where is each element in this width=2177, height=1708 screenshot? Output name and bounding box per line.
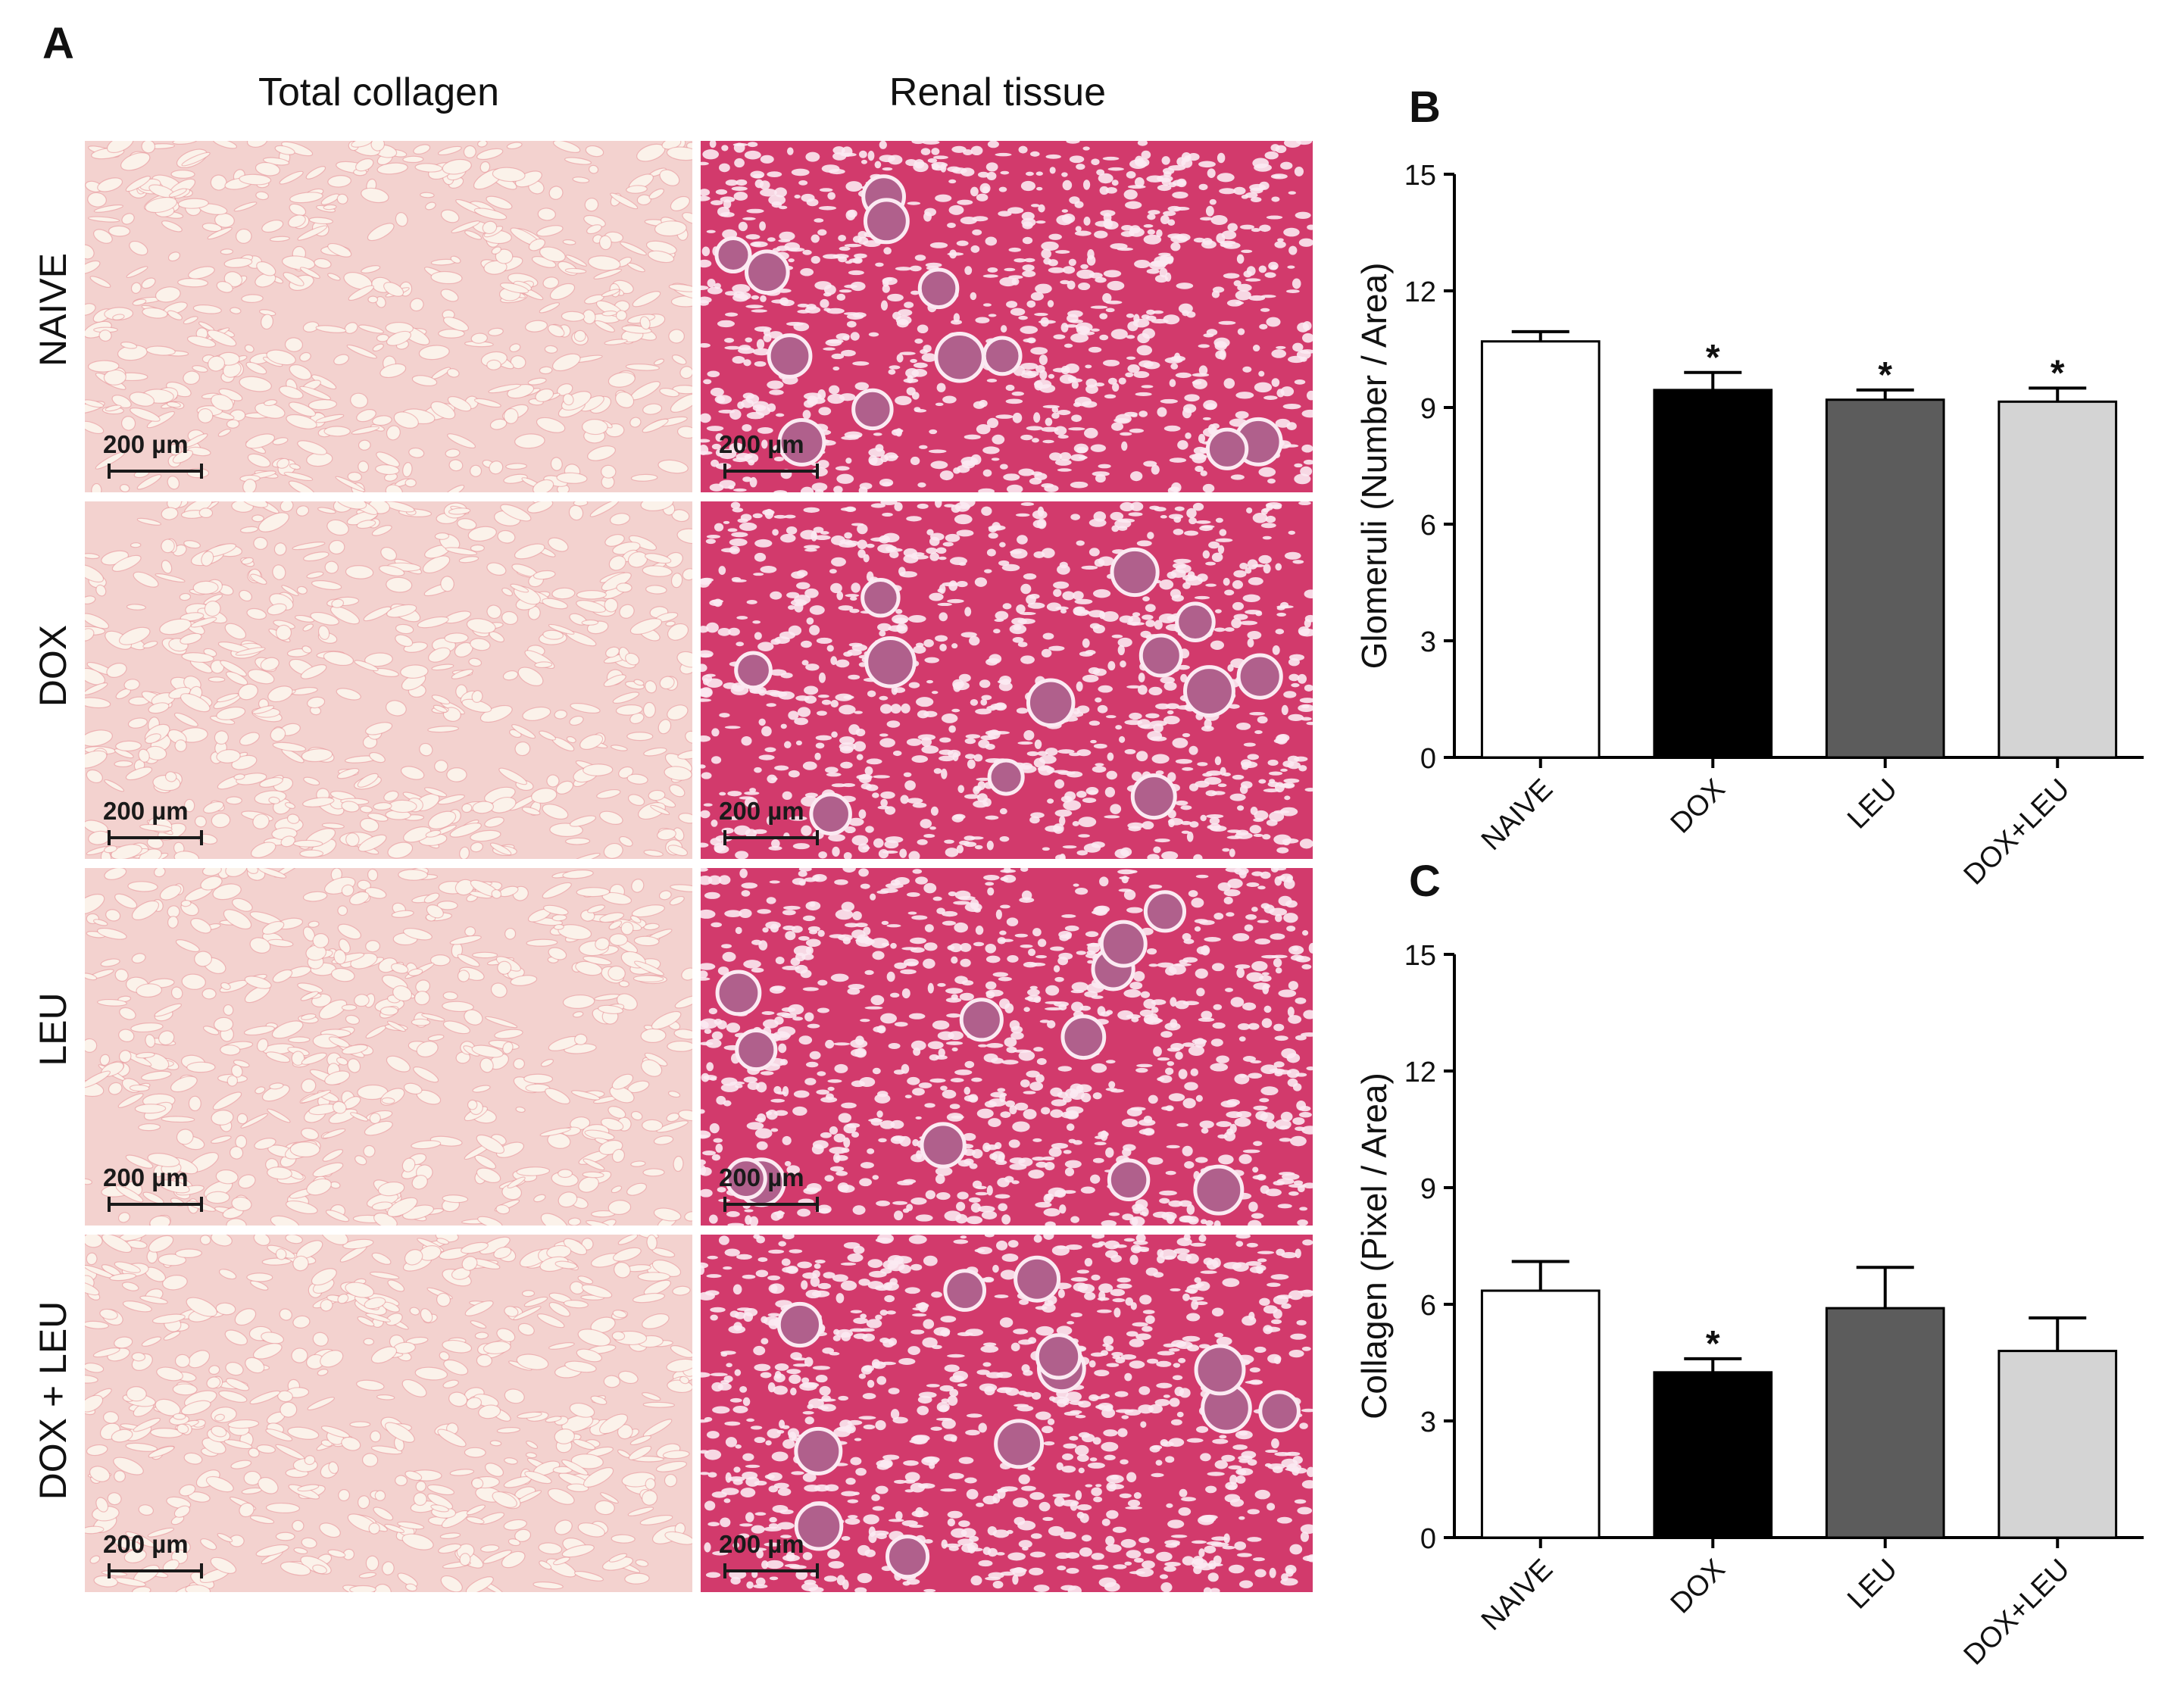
scale-bar-label: 200 µm (719, 1163, 804, 1191)
row-label-dox: DOX (32, 624, 74, 707)
row-label-leu: LEU (32, 992, 74, 1066)
chart-b-x-tick-label: DOX (1665, 773, 1732, 840)
scale-bar-label: 200 µm (103, 1163, 189, 1191)
chart-c-bar-dox-leu (1997, 1350, 2118, 1539)
micrograph-renal-dox: 200 µm (701, 501, 1313, 859)
chart-b-y-tick-label: 3 (1420, 626, 1436, 658)
column-title-renal-tissue: Renal tissue (889, 70, 1107, 114)
chart-b-x-tick-label: DOX+LEU (1958, 773, 2076, 891)
chart-b-y-tick-label: 15 (1404, 160, 1436, 192)
chart-c-bar-naive (1480, 1289, 1601, 1539)
scale-bar-label: 200 µm (719, 1530, 804, 1558)
micrograph-renal-leu: 200 µm (701, 868, 1313, 1226)
panel-c-letter: C (1409, 857, 1441, 906)
scale-bar-label: 200 µm (719, 430, 804, 458)
chart-b-x-tick-label: NAIVE (1476, 773, 1559, 857)
scale-bar-line (723, 830, 819, 845)
scale-bar-line (108, 464, 203, 479)
chart-b-y-tick-label: 9 (1420, 393, 1436, 425)
chart-c-x-tick-label: LEU (1841, 1553, 1904, 1616)
chart-c-significance-marker: * (1706, 1324, 1720, 1364)
chart-b-significance-marker: * (2051, 353, 2065, 393)
chart-b-bar-dox (1653, 389, 1773, 759)
chart-b-x-tick-label: LEU (1841, 773, 1904, 835)
scale-bar-line (723, 1563, 819, 1578)
micrograph-collagen-dox: 200 µm (85, 501, 692, 859)
chart-b-significance-marker: * (1878, 355, 1892, 395)
chart-b-y-axis-label: Glomeruli (Number / Area) (1354, 263, 1394, 670)
chart-c-y-tick-label: 6 (1420, 1290, 1436, 1322)
collagen-bar-chart: Collagen (Pixel / Area) 0 3 6 9 12 15 NAIVE * DOX… (1354, 940, 2144, 1672)
row-label-naive: NAIVE (32, 252, 74, 367)
micrograph-renal-dox-leu: 200 µm (701, 1235, 1313, 1592)
chart-c-y-tick-label: 9 (1420, 1173, 1436, 1205)
scale-bar-label: 200 µm (103, 1530, 189, 1558)
scale-bar-label: 200 µm (103, 797, 189, 825)
chart-b-y-tick-label: 0 (1420, 743, 1436, 775)
chart-b-bar-dox-leu (1997, 400, 2118, 759)
chart-b-bar-naive (1480, 340, 1601, 759)
panel-b-letter: B (1409, 83, 1441, 132)
chart-c-bar-leu (1825, 1307, 1945, 1539)
micrograph-collagen-leu: 200 µm (85, 868, 692, 1226)
chart-b-significance-marker: * (1706, 338, 1720, 378)
scale-bar-line (723, 464, 819, 479)
chart-c-y-tick-label: 3 (1420, 1407, 1436, 1438)
row-label-dox-leu: DOX + LEU (32, 1301, 74, 1500)
chart-b-y-tick-label: 12 (1404, 276, 1436, 308)
scale-bar-line (108, 1563, 203, 1578)
column-title-total-collagen: Total collagen (258, 70, 499, 114)
chart-c-bar-dox (1653, 1371, 1773, 1539)
chart-c-y-tick-label: 12 (1404, 1057, 1436, 1088)
micrograph-renal-naive: 200 µm (701, 141, 1313, 492)
chart-c-y-axis-label: Collagen (Pixel / Area) (1354, 1073, 1394, 1419)
chart-c-y-tick-label: 0 (1420, 1523, 1436, 1555)
scale-bar-line (108, 1197, 203, 1212)
chart-c-x-tick-label: NAIVE (1476, 1553, 1559, 1637)
micrograph-collagen-dox-leu: 200 µm (85, 1235, 692, 1592)
scale-bar-label: 200 µm (103, 430, 189, 458)
scale-bar-line (108, 830, 203, 845)
chart-c-y-tick-label: 15 (1404, 940, 1436, 972)
chart-c-x-tick-label: DOX (1665, 1553, 1732, 1620)
chart-b-bar-leu (1825, 398, 1945, 759)
scale-bar-line (723, 1197, 819, 1212)
chart-c-x-tick-label: DOX+LEU (1958, 1553, 2076, 1672)
scale-bar-label: 200 µm (719, 797, 804, 825)
micrograph-collagen-naive: 200 µm (85, 141, 692, 492)
chart-b-y-tick-label: 6 (1420, 510, 1436, 542)
panel-a-letter: A (42, 19, 74, 68)
glomeruli-bar-chart: Glomeruli (Number / Area) 0 3 6 9 12 15 NAIVE * D… (1354, 160, 2144, 891)
